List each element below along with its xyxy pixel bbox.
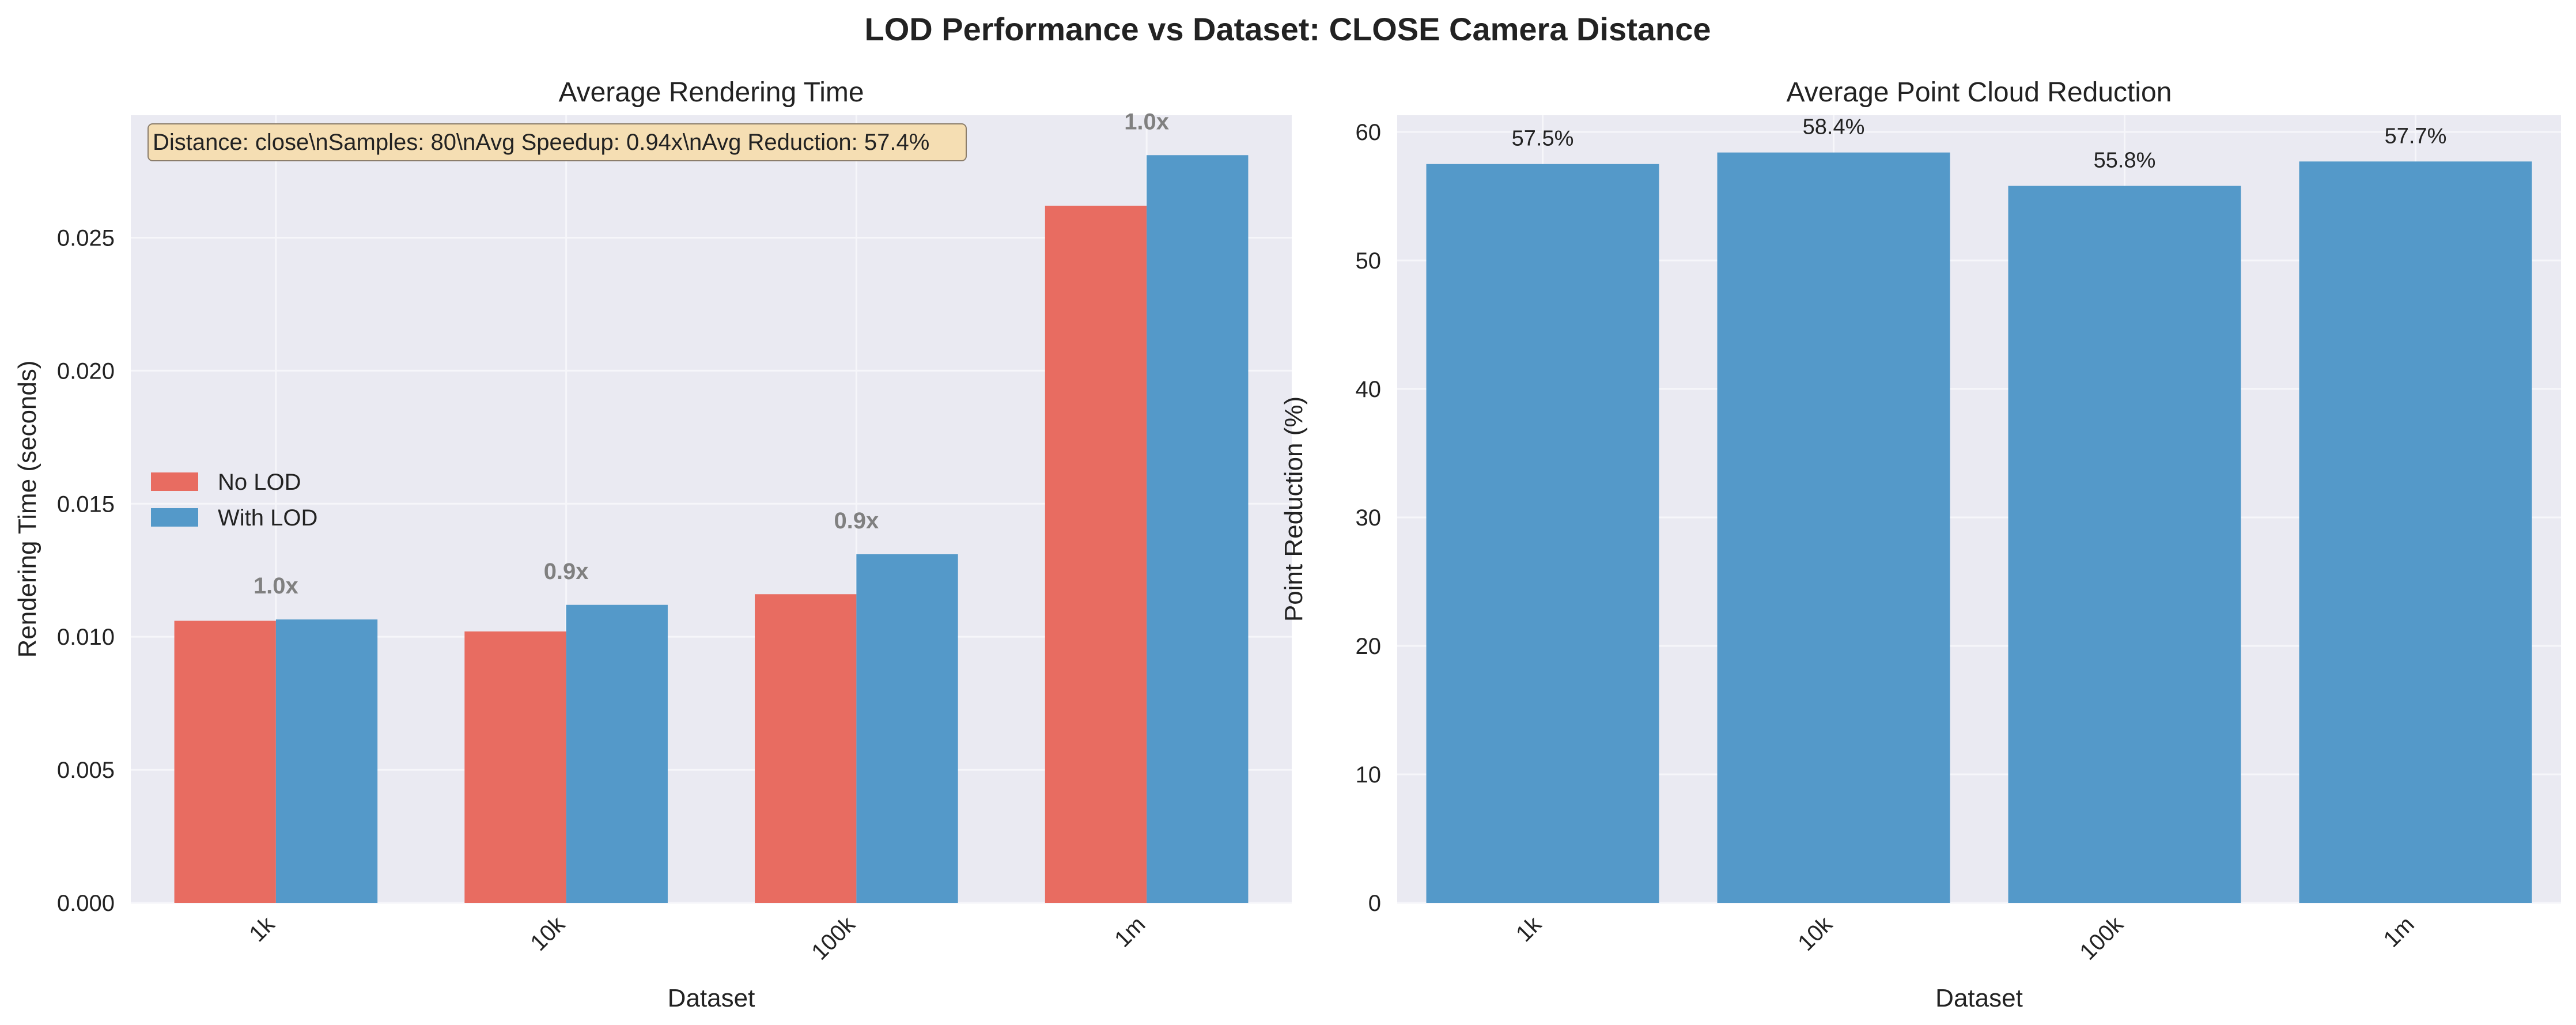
reduction-value-label: 55.8% xyxy=(2094,149,2156,173)
chart-title: Average Point Cloud Reduction xyxy=(1787,77,2172,108)
reduction-bar xyxy=(2299,161,2532,903)
speedup-label: 1.0x xyxy=(254,573,298,599)
y-tick-label: 0.015 xyxy=(57,491,115,517)
legend-swatch-no-lod xyxy=(151,472,198,491)
legend-swatch-with-lod xyxy=(151,508,198,527)
reduction-value-label: 57.7% xyxy=(2385,124,2447,148)
speedup-label: 0.9x xyxy=(834,508,879,534)
legend-label-with-lod: With LOD xyxy=(218,505,317,531)
bar-no-lod xyxy=(1045,206,1147,903)
legend-label-no-lod: No LOD xyxy=(218,470,301,495)
y-tick-label: 0.005 xyxy=(57,758,115,783)
annotation-text: Distance: close\nSamples: 80\nAvg Speedu… xyxy=(153,130,929,155)
legend: No LOD With LOD xyxy=(151,470,317,531)
chart-title: Average Rendering Time xyxy=(558,77,864,108)
y-tick-label: 0 xyxy=(1368,891,1381,916)
y-tick-label: 0.010 xyxy=(57,625,115,650)
bar-no-lod xyxy=(755,594,857,903)
reduction-bar xyxy=(1426,164,1659,903)
y-tick-label: 20 xyxy=(1356,634,1382,659)
bar-with-lod xyxy=(275,619,378,903)
y-tick-label: 40 xyxy=(1356,377,1382,402)
reduction-bar xyxy=(2008,186,2241,903)
y-tick-label: 0.020 xyxy=(57,358,115,384)
bar-with-lod xyxy=(566,604,668,903)
x-axis-title: Dataset xyxy=(668,984,755,1012)
speedup-label: 1.0x xyxy=(1124,109,1169,134)
speedup-label: 0.9x xyxy=(544,559,589,584)
reduction-value-label: 58.4% xyxy=(1803,115,1865,139)
y-tick-label: 60 xyxy=(1356,120,1382,145)
y-tick-label: 0.025 xyxy=(57,225,115,251)
reduction-value-label: 57.5% xyxy=(1512,127,1574,151)
y-axis-title: Point Reduction (%) xyxy=(1280,396,1308,622)
x-axis-title: Dataset xyxy=(1935,984,2023,1012)
figure-title: LOD Performance vs Dataset: CLOSE Camera… xyxy=(865,11,1711,47)
stats-annotation: Distance: close\nSamples: 80\nAvg Speedu… xyxy=(147,123,967,161)
annotation-box xyxy=(147,123,967,161)
y-axis-title: Rendering Time (seconds) xyxy=(13,360,41,657)
bar-with-lod xyxy=(1147,155,1249,903)
y-tick-label: 30 xyxy=(1356,505,1382,531)
y-tick-label: 0.000 xyxy=(57,891,115,916)
bar-with-lod xyxy=(856,554,958,903)
y-tick-label: 50 xyxy=(1356,248,1382,274)
bar-no-lod xyxy=(464,631,566,903)
bar-no-lod xyxy=(174,621,276,903)
y-tick-label: 10 xyxy=(1356,762,1382,788)
reduction-bar xyxy=(1717,152,1950,903)
